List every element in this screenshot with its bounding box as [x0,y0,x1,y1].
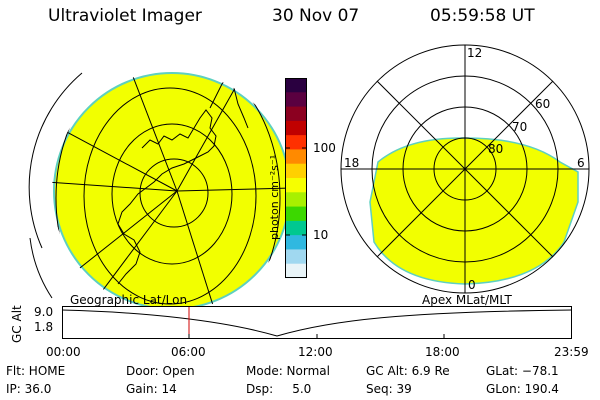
instrument-title: Ultraviolet Imager [48,6,202,26]
colorbar-tick-10: 10 [313,228,329,242]
time-tick-1200: 12:00 [298,345,333,359]
status-gain: Gain: 14 [126,382,177,396]
time-tick-0000: 00:00 [46,345,81,359]
mlat-label-70: 70 [512,120,528,134]
status-seq: Seq: 39 [366,382,412,396]
colorbar [285,78,307,279]
time-tick-0600: 06:00 [171,345,206,359]
status-flight: Flt: HOME [6,364,66,378]
left-panel-label: Geographic Lat/Lon [70,293,188,307]
colorbar-band [285,163,307,179]
time-tick-1800: 18:00 [425,345,460,359]
colorbar-band [285,149,307,165]
mlat-label-80: 80 [488,142,504,156]
altitude-ytick-min: 1.8 [34,320,54,334]
mlt-label-12: 12 [467,46,483,60]
status-dsp: Dsp: 5.0 [246,382,312,396]
colorbar-unit-label: photon cm⁻²s⁻¹ [268,154,281,240]
time-label: 05:59:58 UT [430,6,535,26]
outer-arc [28,72,83,249]
mlt-label-6: 6 [577,156,585,170]
colorbar-band [285,220,307,236]
outer-arc [29,237,53,299]
colorbar-band [285,120,307,136]
date-label: 30 Nov 07 [272,6,360,26]
colorbar-band [285,206,307,222]
altitude-ytick-max: 9.0 [34,305,54,319]
status-ip: IP: 36.0 [6,382,52,396]
mlat-label-60: 60 [535,97,551,111]
time-tick-2359: 23:59 [554,345,589,359]
altitude-strip [61,306,573,339]
mlt-label-0: 0 [468,278,476,292]
auroral-oval [369,137,579,285]
geographic-image [28,71,292,311]
status-glon: GLon: 190.4 [486,382,559,396]
right-panel-label: Apex MLat/MLT [422,293,512,307]
colorbar-band [285,92,307,108]
status-glat: GLat: −78.1 [486,364,559,378]
colorbar-tick-100: 100 [313,141,336,155]
colorbar-band [285,235,307,250]
colorbar-band [285,106,307,122]
altitude-ylabel: GC Alt [10,305,24,343]
colorbar-band [285,78,307,93]
colorbar-band [285,263,307,279]
colorbar-band [285,249,307,265]
apex-polar-plot [340,44,590,294]
colorbar-band [285,192,307,208]
status-gc-alt: GC Alt: 6.9 Re [366,364,450,378]
altitude-curve [61,309,573,337]
colorbar-band [285,135,307,150]
mlt-label-18: 18 [344,156,360,170]
status-mode: Mode: Normal [246,364,330,378]
status-door: Door: Open [126,364,195,378]
colorbar-band [285,178,307,193]
